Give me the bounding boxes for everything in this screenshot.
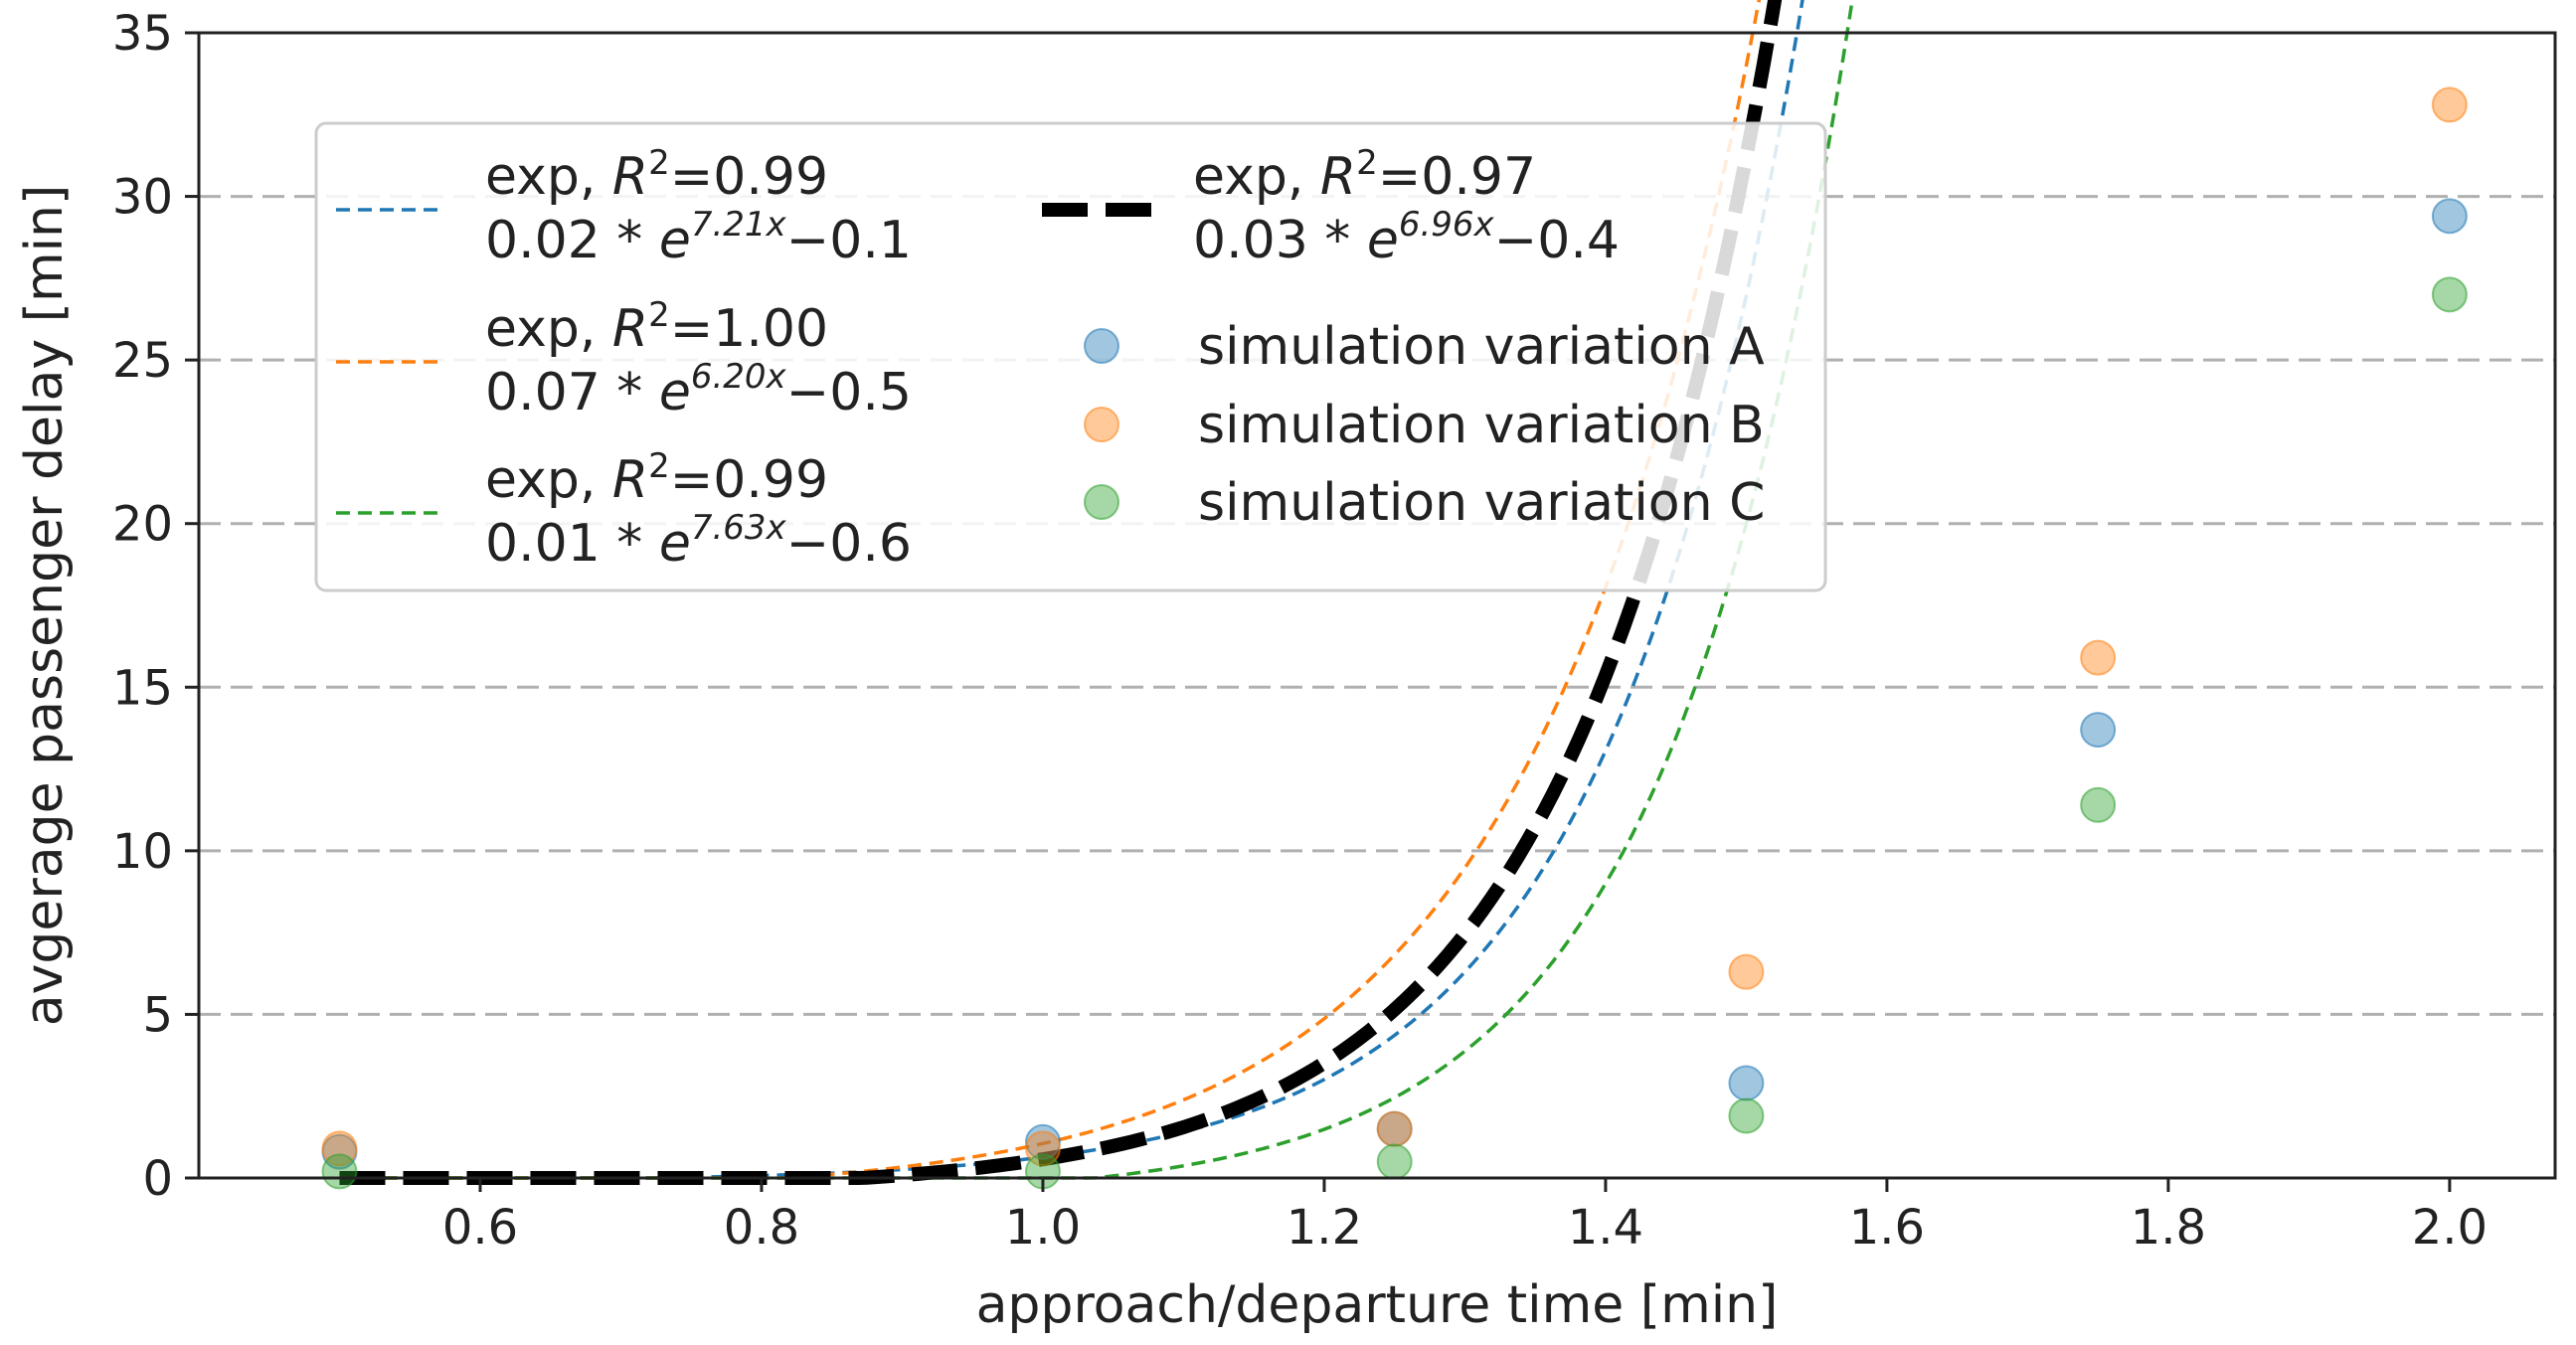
legend-fit-r-value: =0.99 [670, 147, 828, 207]
legend-fit-offset: −0.4 [1494, 211, 1620, 270]
legend-fit-e: e [1367, 211, 1399, 270]
legend-fit-r-sup: 2 [648, 143, 670, 183]
data-point-c [321, 1153, 358, 1190]
x-tick-label: 1.2 [1287, 1200, 1362, 1256]
legend-point-label: simulation variation C [1198, 473, 1765, 533]
legend-fit-r-value: =0.97 [1378, 147, 1536, 207]
legend-marker-b [1084, 407, 1119, 442]
legend-fit-coef: 0.02 * [485, 211, 659, 270]
legend-fit-label-line1: exp, R2=0.99 [485, 446, 828, 510]
legend-fit-prefix: exp, [485, 147, 612, 207]
legend-fit-prefix: exp, [1193, 147, 1320, 207]
x-tick-label: 2.0 [2412, 1200, 2488, 1256]
legend-fit-r-sup: 2 [648, 295, 670, 335]
data-point-c [2431, 276, 2468, 313]
legend-fit-label-line2: 0.02 * e7.21x−0.1 [485, 205, 912, 270]
legend-point-label: simulation variation A [1198, 317, 1765, 377]
data-point-b [2080, 639, 2117, 676]
legend-fit-r-value: =1.00 [670, 299, 828, 359]
scatter-points [321, 86, 2468, 1190]
y-tick-label: 10 [112, 824, 173, 880]
legend-fit-r: R [612, 450, 648, 510]
y-tick-label: 30 [112, 170, 173, 226]
y-tick-label: 35 [112, 6, 173, 62]
legend-fit-coef: 0.03 * [1193, 211, 1367, 270]
legend-fit-r: R [612, 147, 648, 207]
legend-fit-label-line1: exp, R2=0.99 [485, 143, 828, 207]
legend-fit-offset: −0.6 [786, 514, 912, 574]
legend-fit-exponent: 7.63x [691, 508, 787, 548]
x-tick-label: 1.8 [2131, 1200, 2206, 1256]
y-tick-label: 0 [142, 1151, 173, 1207]
legend-fit-e: e [659, 363, 691, 422]
legend-fit-r: R [1320, 147, 1356, 207]
legend-fit-label-line2: 0.01 * e7.63x−0.6 [485, 508, 912, 574]
legend-fit-e: e [659, 211, 691, 270]
legend-fit-offset: −0.1 [786, 211, 912, 270]
y-tick-label: 5 [142, 987, 173, 1043]
y-axis-label: avgerage passenger delay [min] [15, 185, 75, 1027]
y-tick-label: 15 [112, 660, 173, 716]
legend-point-label: simulation variation B [1198, 396, 1765, 455]
legend-fit-exponent: 7.21x [691, 205, 787, 245]
legend-fit-label-line1: exp, R2=1.00 [485, 295, 828, 359]
legend-fit-r: R [612, 299, 648, 359]
data-point-b [1376, 1110, 1413, 1147]
y-tick-label: 25 [112, 333, 173, 389]
legend-fit-exponent: 6.96x [1399, 205, 1495, 245]
legend-fit-prefix: exp, [485, 450, 612, 510]
legend-box [314, 121, 1827, 592]
legend-fit-label-line2: 0.03 * e6.96x−0.4 [1193, 205, 1620, 270]
data-point-c [2080, 786, 2117, 823]
legend-fit-coef: 0.07 * [485, 363, 659, 422]
legend-marker-c [1084, 484, 1119, 520]
legend-fit-e: e [659, 514, 691, 574]
x-tick-label: 1.0 [1005, 1200, 1081, 1256]
legend-fit-prefix: exp, [485, 299, 612, 359]
data-point-a [1728, 1065, 1765, 1101]
data-point-c [1728, 1097, 1765, 1134]
legend-fit-exponent: 6.20x [691, 357, 787, 397]
data-point-c [1376, 1143, 1413, 1180]
legend-point-entries: simulation variation A simulation variati… [1084, 317, 1765, 533]
data-point-a [2431, 198, 2468, 235]
plot-frame [197, 31, 2557, 1180]
axis-ticks: 0.6 0.8 1.0 1.2 1.4 1.6 1.8 2.0 0 5 10 15 20 25 30 35 [112, 6, 2488, 1256]
x-tick-label: 0.8 [724, 1200, 799, 1256]
legend-marker-a [1084, 328, 1119, 364]
legend-fit-offset: −0.5 [786, 363, 912, 422]
legend-fit-label-line1: exp, R2=0.97 [1193, 143, 1536, 207]
legend-fit-r-sup: 2 [1356, 143, 1378, 183]
x-tick-label: 1.4 [1568, 1200, 1643, 1256]
legend-fit-coef: 0.01 * [485, 514, 659, 574]
x-axis-label: approach/departure time [min] [976, 1275, 1779, 1335]
data-point-b [1728, 953, 1765, 990]
x-tick-label: 0.6 [442, 1200, 518, 1256]
y-tick-label: 20 [112, 497, 173, 553]
legend-fit-r-sup: 2 [648, 446, 670, 486]
data-point-a [2080, 712, 2117, 749]
x-tick-label: 1.6 [1849, 1200, 1925, 1256]
legend-fit-label-line2: 0.07 * e6.20x−0.5 [485, 357, 912, 422]
legend-fit-r-value: =0.99 [670, 450, 828, 510]
data-point-b [2431, 86, 2468, 123]
